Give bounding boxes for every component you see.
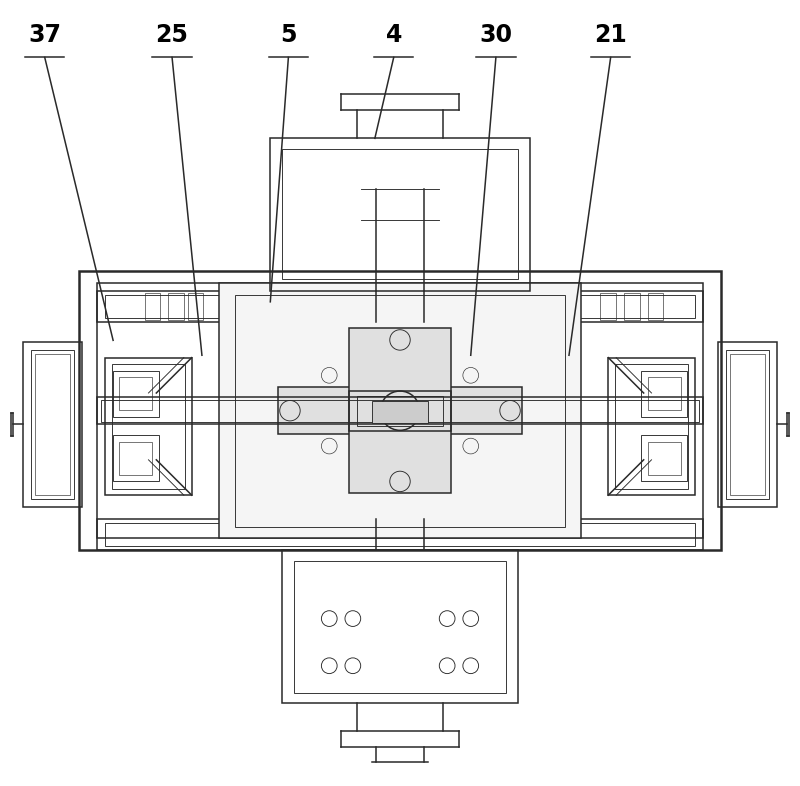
Bar — [98, 283, 702, 538]
Bar — [34, 354, 70, 495]
Text: 37: 37 — [28, 24, 62, 47]
Bar — [113, 435, 158, 481]
Bar — [22, 342, 82, 507]
Bar — [286, 293, 302, 320]
Bar — [106, 295, 694, 318]
Bar — [514, 293, 530, 320]
Bar — [119, 442, 153, 475]
Bar — [79, 271, 721, 550]
Bar — [98, 291, 702, 322]
Text: 21: 21 — [594, 24, 627, 47]
Bar — [443, 293, 459, 320]
Bar — [294, 561, 506, 693]
Bar — [30, 350, 74, 499]
Bar — [647, 293, 663, 320]
Bar — [601, 293, 616, 320]
Bar — [373, 401, 427, 423]
Bar — [282, 149, 518, 279]
Bar — [357, 396, 443, 426]
Bar — [270, 138, 530, 291]
Bar — [642, 435, 687, 481]
Bar — [98, 397, 702, 424]
Bar — [282, 550, 518, 703]
Bar — [647, 377, 681, 410]
Bar — [168, 293, 184, 320]
Bar — [113, 371, 158, 417]
Bar — [106, 523, 694, 546]
Bar — [490, 293, 506, 320]
Bar — [718, 342, 778, 507]
Text: 5: 5 — [280, 24, 297, 47]
Bar — [235, 295, 565, 527]
Bar — [642, 371, 687, 417]
Bar — [467, 293, 482, 320]
Bar — [357, 293, 373, 320]
Bar — [145, 293, 160, 320]
Text: 4: 4 — [386, 24, 402, 47]
Bar — [647, 442, 681, 475]
Bar — [98, 519, 702, 550]
Text: 25: 25 — [156, 24, 189, 47]
Bar — [310, 293, 326, 320]
Bar — [188, 293, 203, 320]
Bar — [106, 358, 192, 495]
Text: 30: 30 — [479, 24, 512, 47]
Bar — [278, 387, 522, 434]
Bar — [608, 358, 694, 495]
Bar — [614, 364, 689, 489]
Bar — [730, 354, 766, 495]
Bar — [111, 364, 186, 489]
Bar — [726, 350, 770, 499]
Bar — [333, 293, 349, 320]
Bar — [624, 293, 640, 320]
Bar — [102, 400, 698, 422]
Bar — [119, 377, 153, 410]
Bar — [349, 328, 451, 494]
Bar — [219, 283, 581, 538]
Bar — [349, 391, 451, 431]
